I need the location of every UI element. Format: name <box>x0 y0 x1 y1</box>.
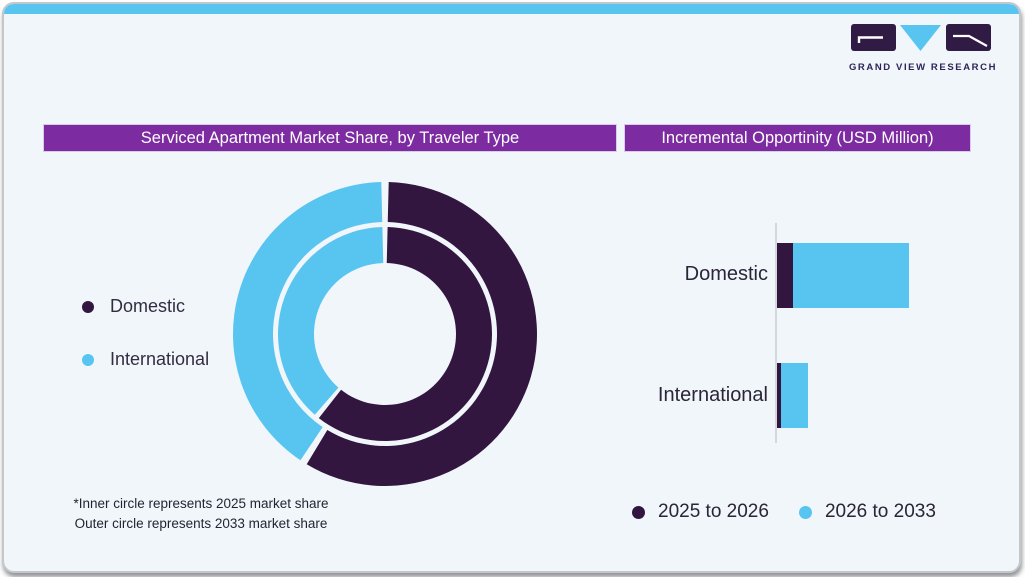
bar-chart-legend: 2025 to 2026 2026 to 2033 <box>632 501 936 523</box>
bar-category-label-domestic: Domestic <box>684 263 768 285</box>
grand-view-research-logo: GRAND VIEW RESEARCH <box>847 22 999 73</box>
international-legend-dot-icon <box>82 353 94 366</box>
bar-category-label-international: International <box>657 384 768 406</box>
donut-inner-segment-domestic <box>318 227 492 441</box>
domestic-legend-dot-icon <box>82 300 94 313</box>
donut-inner-segment-international <box>277 227 384 415</box>
logo-wordmark: GRAND VIEW RESEARCH <box>848 62 998 73</box>
footnote-line-2: Outer circle represents 2033 market shar… <box>74 516 328 531</box>
bar-legend-item-2025-2026: 2025 to 2026 <box>632 501 769 523</box>
top-accent-bar <box>4 4 1019 14</box>
right-panel-title: Incremental Opportinity (USD Million) <box>625 125 970 151</box>
period-2025-2026-dot-icon <box>632 505 645 519</box>
bar-international-2025-to-2026 <box>777 363 781 428</box>
left-panel-title: Serviced Apartment Market Share, by Trav… <box>44 125 616 151</box>
bar-legend-label: 2025 to 2026 <box>658 501 769 522</box>
bar-domestic-2025-to-2026 <box>777 243 793 308</box>
donut-legend-item-international: International <box>82 349 209 370</box>
donut-legend-item-domestic: Domestic <box>82 296 185 317</box>
period-2026-2033-dot-icon <box>798 505 812 519</box>
donut-legend-label: Domestic <box>110 296 186 316</box>
donut-legend-label: International <box>110 349 210 369</box>
charts-canvas <box>233 182 909 486</box>
footnote-line-1: *Inner circle represents 2025 market sha… <box>73 496 329 511</box>
donut-footnote: *Inner circle represents 2025 market sha… <box>46 494 356 534</box>
donut-outer-segment-domestic <box>306 182 537 486</box>
bar-domestic-2026-to-2033 <box>793 243 909 308</box>
donut-outer-segment-international <box>233 182 383 461</box>
bar-legend-label: 2026 to 2033 <box>824 501 936 522</box>
bar-international-2026-to-2033 <box>781 363 808 428</box>
gvr-logo-icon <box>851 24 991 51</box>
bar-legend-item-2026-2033: 2026 to 2033 <box>798 501 936 523</box>
